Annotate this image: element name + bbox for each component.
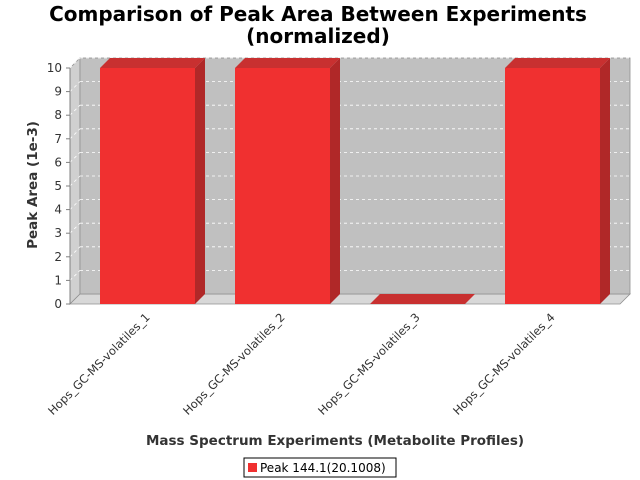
y-tick-label: 3 (54, 226, 62, 240)
y-tick-label: 2 (54, 250, 62, 264)
gridline-wall (69, 152, 81, 163)
y-axis: 0 1 2 3 4 5 6 7 8 9 10 (47, 61, 71, 311)
bar-side-4 (600, 58, 610, 304)
legend: Peak 144.1(20.1008) (243, 457, 397, 478)
bar-top-4 (505, 58, 610, 68)
y-tick-label: 6 (54, 155, 62, 169)
gridline-wall (69, 104, 81, 116)
x-axis: Hops_GC-MS-volatiles_1 Hops_GC-MS-volatil… (45, 310, 557, 417)
gridline-wall (69, 128, 81, 140)
bar-2 (235, 68, 330, 304)
x-tick-label: Hops_GC-MS-volatiles_2 (180, 310, 287, 417)
bar-top-3 (370, 294, 475, 304)
bars (100, 58, 610, 304)
x-tick-label: Hops_GC-MS-volatiles_3 (315, 310, 422, 417)
bar-side-2 (330, 58, 340, 304)
x-tick-label: Hops_GC-MS-volatiles_1 (45, 310, 152, 417)
y-tick-label: 4 (54, 203, 62, 217)
y-tick-label: 5 (54, 179, 62, 193)
y-tick-label: 7 (54, 132, 62, 146)
gridline-wall (69, 175, 81, 187)
x-tick-label: Hops_GC-MS-volatiles_4 (450, 310, 557, 417)
y-tick-label: 8 (54, 108, 62, 122)
x-axis-title: Mass Spectrum Experiments (Metabolite Pr… (146, 433, 524, 449)
chart-subtitle: (normalized) (246, 24, 390, 48)
gridline-wall (69, 199, 81, 210)
legend-box (243, 457, 397, 478)
gridline-wall (69, 222, 81, 234)
legend-swatch (248, 463, 257, 472)
y-tick-label: 10 (47, 61, 62, 75)
bar-side-1 (195, 58, 205, 304)
bar-top-1 (100, 58, 205, 68)
gridline-wall (69, 81, 81, 92)
bar-4 (505, 68, 600, 304)
gridline-wall (69, 246, 81, 258)
legend-label: Peak 144.1(20.1008) (260, 461, 386, 475)
y-tick-label: 0 (54, 297, 62, 311)
gridline-wall (69, 57, 81, 69)
bar-1 (100, 68, 195, 304)
gridline-wall (69, 270, 81, 281)
bar-top-2 (235, 58, 340, 68)
chart-title: Comparison of Peak Area Between Experime… (49, 2, 587, 26)
y-tick-label: 9 (54, 85, 62, 99)
y-tick-label: 1 (54, 273, 62, 287)
y-axis-title: Peak Area (1e-3) (25, 121, 41, 249)
